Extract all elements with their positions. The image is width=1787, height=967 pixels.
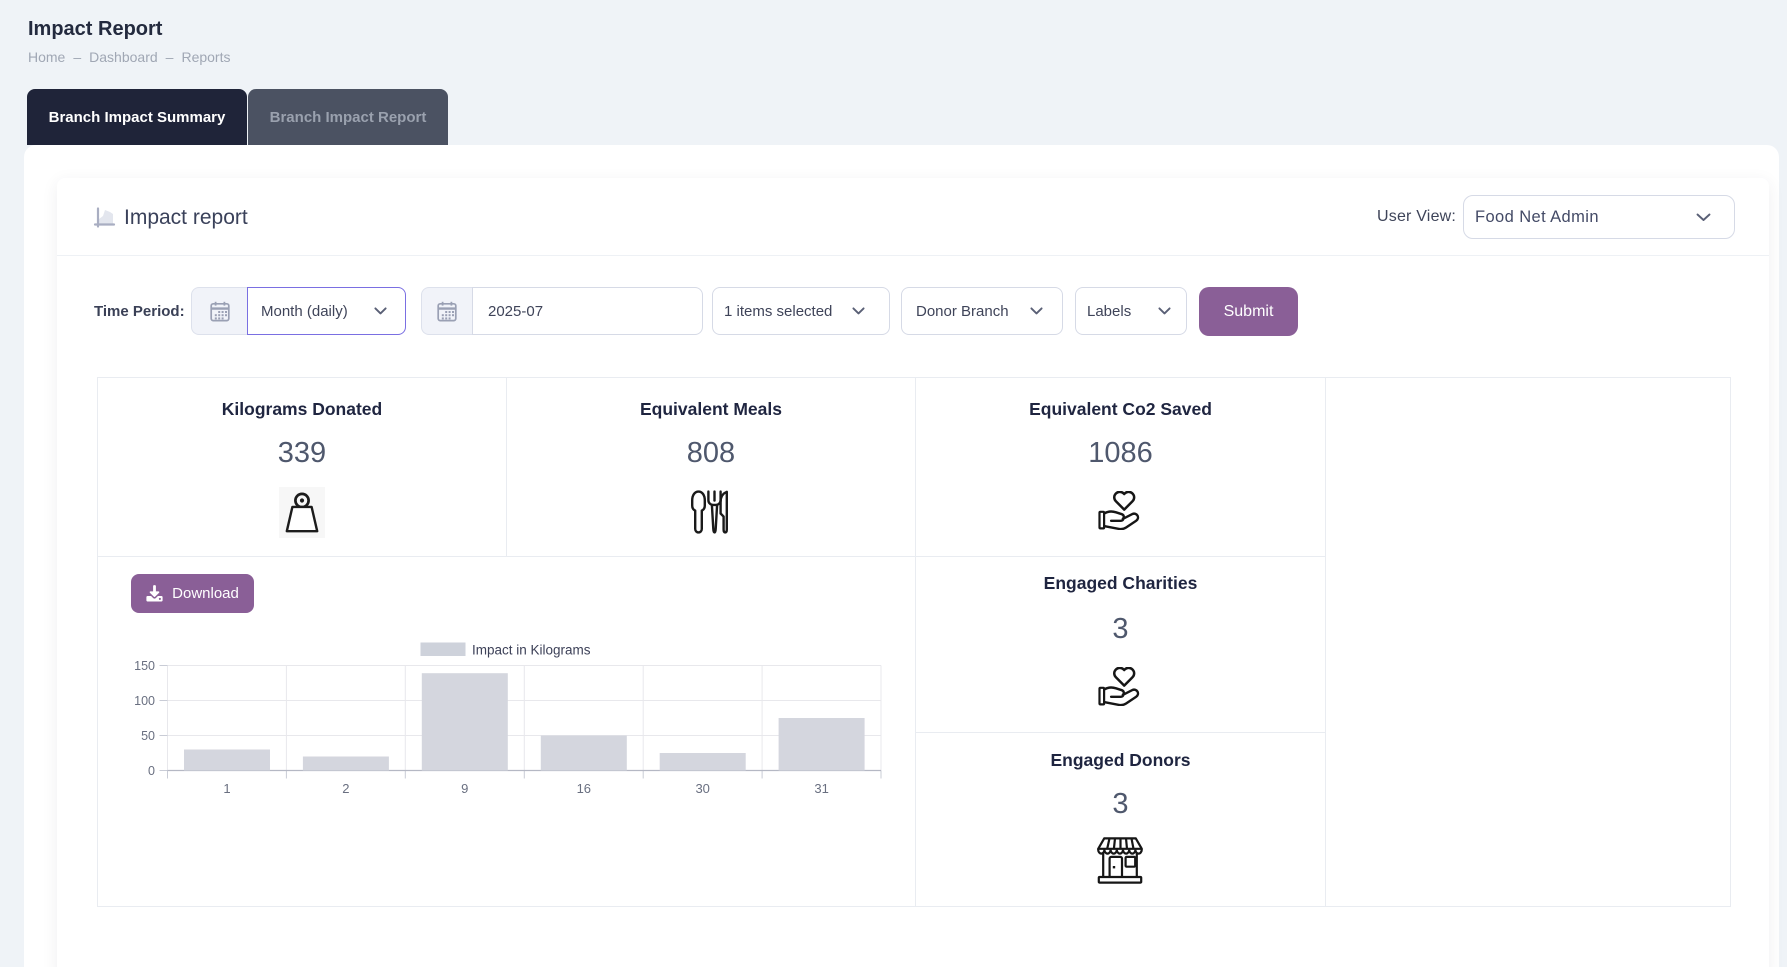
- svg-text:1: 1: [223, 781, 230, 796]
- svg-text:16: 16: [577, 781, 591, 796]
- svg-text:31: 31: [814, 781, 828, 796]
- svg-text:Impact in Kilograms: Impact in Kilograms: [472, 643, 591, 658]
- svg-text:30: 30: [695, 781, 709, 796]
- svg-text:150: 150: [134, 659, 155, 673]
- svg-text:50: 50: [141, 729, 155, 743]
- svg-text:9: 9: [461, 781, 468, 796]
- svg-text:2: 2: [342, 781, 349, 796]
- svg-text:0: 0: [148, 764, 155, 778]
- svg-text:100: 100: [134, 694, 155, 708]
